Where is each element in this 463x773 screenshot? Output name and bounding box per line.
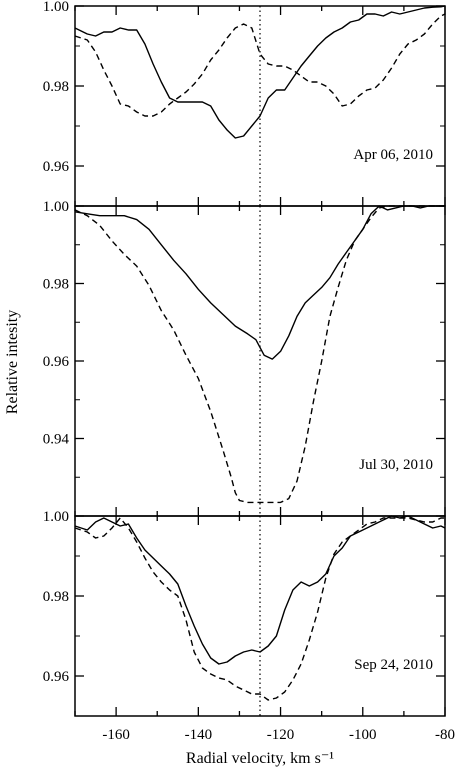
panel-3: 0.96 0.98 1.00 Sep 24, 2010 (43, 509, 446, 717)
y-tick-label: 0.98 (43, 79, 69, 95)
y-tick-label: 0.96 (43, 354, 70, 370)
x-tick-label: -160 (102, 727, 130, 743)
x-axis-label: Radial velocity, km s⁻¹ (186, 750, 334, 767)
series-line-solid (74, 515, 446, 665)
x-tick-label: -100 (349, 727, 377, 743)
y-tick-label: 0.98 (43, 589, 69, 605)
series-line-dashed (74, 205, 445, 504)
y-tick-label: 0.98 (43, 277, 69, 293)
panel-date-label: Jul 30, 2010 (359, 457, 433, 473)
y-tick-label: 0.94 (43, 432, 70, 448)
panel-2: 0.94 0.96 0.98 1.00 Jul 30, 2010 (43, 199, 446, 517)
series-line-dashed (74, 13, 446, 117)
y-tick-label: 1.00 (43, 509, 69, 525)
series-line-solid (74, 205, 445, 360)
x-tick-label: -120 (267, 727, 295, 743)
series-line-solid (74, 5, 446, 139)
series-line-dashed (74, 517, 445, 701)
y-tick-label: 0.96 (43, 669, 70, 685)
x-tick-label: -140 (185, 727, 213, 743)
y-axis-label: Relative intesity (4, 310, 21, 414)
panel-date-label: Apr 06, 2010 (353, 147, 433, 163)
panels-group: 0.96 0.98 1.00 Apr 06, 2010 0.94 0.96 0.98 1.00… (43, 0, 455, 743)
panel-date-label: Sep 24, 2010 (354, 657, 433, 673)
y-tick-label: 1.00 (43, 199, 69, 215)
y-tick-label: 1.00 (43, 0, 69, 15)
y-tick-label: 0.96 (43, 159, 70, 175)
panel-1: 0.96 0.98 1.00 Apr 06, 2010 (43, 0, 446, 207)
x-tick-label: -80 (435, 727, 455, 743)
